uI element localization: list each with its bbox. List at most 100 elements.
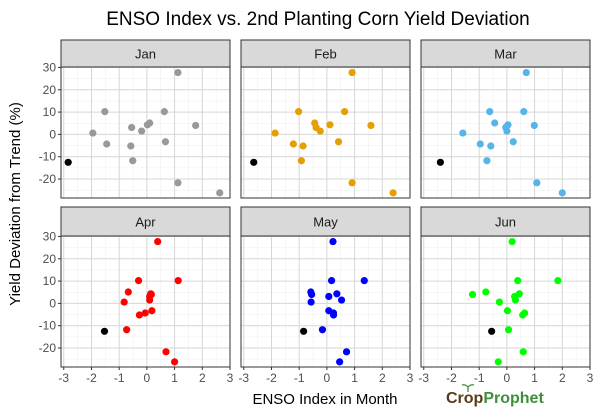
data-point [124,288,132,296]
data-point [348,179,356,187]
x-tick-label: 3 [407,371,414,385]
data-point [514,277,522,285]
data-point [154,237,162,246]
data-point [494,358,502,366]
y-tick-label: -20 [39,172,57,186]
x-tick-label: 2 [559,371,566,385]
data-point [367,121,375,130]
data-point [161,138,170,146]
data-point [174,277,182,285]
data-point [558,189,566,197]
data-point [519,348,527,356]
panel-background [241,67,410,198]
x-tick-label: 0 [324,371,331,385]
data-point [476,140,484,148]
data-point [337,296,346,304]
highlight-point [250,158,258,166]
cropprophet-logo: CropProphet [446,384,544,407]
data-point [495,298,504,306]
x-tick-label: 2 [379,371,386,385]
y-tick-label: 20 [43,252,57,266]
data-point [341,108,349,116]
data-point [289,140,297,148]
x-tick-label: 1 [351,371,358,385]
highlight-point [100,327,109,335]
highlight-point [488,327,496,335]
data-point [146,119,154,127]
data-point [511,296,520,304]
data-point [174,179,182,187]
x-tick-label: 0 [504,371,511,385]
data-point [271,129,279,137]
x-tick-label: 2 [199,371,206,385]
data-point [307,298,315,306]
data-point [141,309,149,317]
data-point [329,311,338,319]
y-axis-label: Yield Deviation from Trend (%) [7,102,24,306]
data-point [504,121,512,129]
facet-strip [420,39,591,68]
facet-panel-jan: Jan -20 -10 0 10 20 30 [39,39,231,199]
data-point [519,311,527,319]
highlight-point [64,158,72,166]
sprout-icon [461,384,475,392]
x-tick-label: -3 [418,371,429,385]
x-tick-label: -1 [294,371,305,385]
panel-background [421,236,590,367]
facet-panel-may: May -3 -2 -1 0 1 2 3 [238,206,414,385]
data-point [192,121,200,130]
panel-border [420,66,591,199]
data-point [508,237,516,246]
y-tick-label: 30 [43,60,57,74]
x-tick-label: -2 [86,371,97,385]
facet-panel-feb: Feb [240,39,411,199]
facet-strip-label: Jan [135,47,156,62]
data-point [336,358,344,366]
data-point [295,108,303,116]
x-axis-label: ENSO Index in Month [252,391,397,408]
data-point [101,108,109,116]
x-tick-label: 1 [171,371,178,385]
x-tick-label: -3 [238,371,249,385]
data-point [334,138,343,146]
y-tick-label: 30 [43,229,57,243]
facet-strip [240,39,411,68]
data-point [483,157,491,165]
highlight-point [300,327,308,335]
facet-panel-mar: Mar [420,39,591,199]
data-point [509,138,517,146]
data-point [120,298,128,306]
data-point [333,290,341,298]
data-point [174,68,182,77]
y-tick-label: 0 [49,127,56,141]
panel-border [240,235,411,368]
data-point [138,127,146,135]
data-point [129,157,137,165]
facet-strip [60,39,231,68]
data-point [389,189,397,197]
x-tick-label: 1 [531,371,538,385]
data-point [128,123,136,132]
facet-strip-label: Apr [135,215,156,230]
x-tick-label: -1 [474,371,485,385]
data-point [148,307,156,315]
data-point [530,121,538,130]
data-point [360,277,368,285]
data-point [504,326,513,334]
data-point [297,157,305,165]
data-point [482,288,490,296]
panel-border [60,235,231,368]
data-point [146,296,154,304]
data-point [503,127,511,135]
facet-strip-label: May [313,215,338,230]
y-tick-label: 20 [43,83,57,97]
data-point [134,277,143,285]
data-point [329,237,337,246]
facet-strip-label: Feb [314,47,336,62]
x-tick-label: -1 [114,371,125,385]
data-point [342,348,351,356]
facet-strip [240,206,411,237]
y-tick-label: -10 [39,319,57,333]
y-tick-label: 0 [49,296,56,310]
x-tick-label: 0 [144,371,151,385]
